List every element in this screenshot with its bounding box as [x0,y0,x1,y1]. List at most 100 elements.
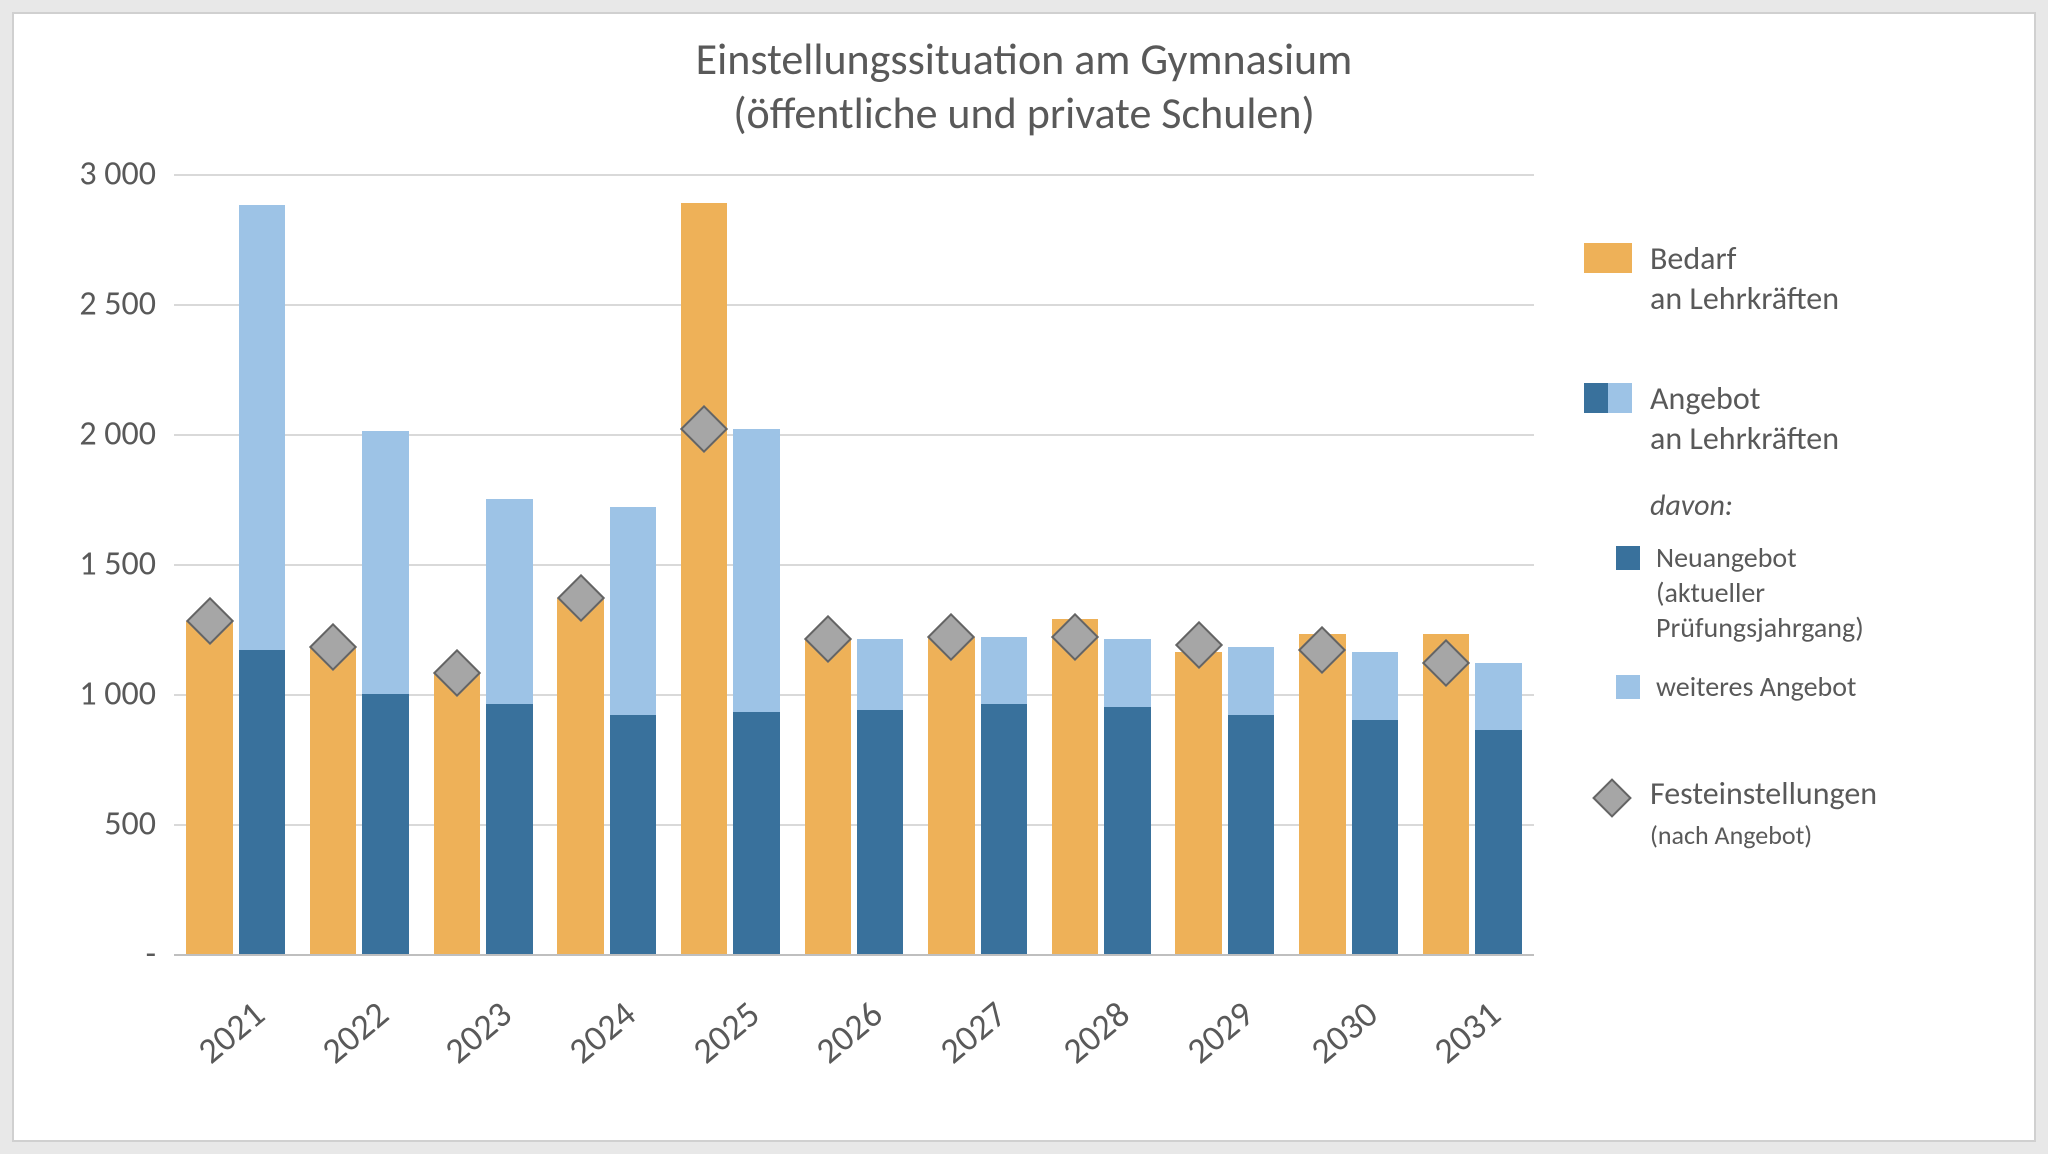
legend-label-angebot-l1: Angebot [1650,379,1760,418]
bar-weiteres-angebot [1475,663,1521,731]
page-frame: Einstellungssituation am Gymnasium (öffe… [0,0,2048,1154]
legend-label-angebot-l2: an Lehrkräften [1650,419,1839,458]
y-axis-tick-label: 1 000 [46,674,164,715]
legend-label-bedarf: Bedarf an Lehrkräften [1650,239,2024,319]
bar-weiteres-angebot [1352,652,1398,720]
legend-swatch-weiteres [1616,675,1640,699]
legend-item-neuangebot: Neuangebot (aktueller Prüfungsjahrgang) [1616,540,2024,645]
x-axis-tick-label: 2022 [313,992,397,1073]
bar-weiteres-angebot [1228,647,1274,715]
bar-bedarf [434,673,480,954]
x-axis-tick-label: 2023 [436,992,520,1073]
legend-marker-fest [1584,782,1632,812]
x-axis-tick-label: 2030 [1302,992,1386,1073]
bars-layer [174,174,1534,954]
bar-weiteres-angebot [733,429,779,712]
bar-bedarf [557,598,603,954]
bar-group [298,174,422,954]
bar-weiteres-angebot [1104,639,1150,707]
legend-swatch-angebot [1584,383,1632,413]
bar-group [1287,174,1411,954]
gridline [174,954,1534,956]
bar-neuangebot [857,710,903,954]
y-axis-tick-label: 2 000 [46,414,164,455]
bar-neuangebot [610,715,656,954]
bar-neuangebot [981,704,1027,954]
x-axis-tick-label: 2029 [1178,992,1262,1073]
bar-weiteres-angebot [610,507,656,715]
bar-neuangebot [1352,720,1398,954]
bar-group [1410,174,1534,954]
y-axis-tick-label: 500 [46,804,164,845]
y-axis-tick-label: - [46,934,164,975]
bar-group [1163,174,1287,954]
bar-weiteres-angebot [239,205,285,650]
chart-area: -5001 0001 5002 0002 5003 000 2021202220… [54,174,1534,954]
legend-item-angebot: Angebot an Lehrkräften [1584,379,2024,459]
x-axis-tick-label: 2028 [1055,992,1139,1073]
bar-bedarf [186,621,232,954]
bar-group [421,174,545,954]
x-axis-tick-label: 2024 [560,992,644,1073]
diamond-icon [1592,778,1632,818]
x-axis-tick-label: 2031 [1425,992,1509,1073]
bar-neuangebot [1104,707,1150,954]
chart-title: Einstellungssituation am Gymnasium (öffe… [14,32,2034,140]
bar-group [1039,174,1163,954]
y-axis-labels: -5001 0001 5002 0002 5003 000 [54,174,164,954]
bar-bedarf [1299,634,1345,954]
legend-swatch-neuangebot [1616,546,1640,570]
legend-item-fest: Festeinstellungen (nach Angebot) [1584,774,2024,854]
legend-label-neu-l2: (aktueller [1656,575,1765,610]
bar-neuangebot [1228,715,1274,954]
bar-neuangebot [362,694,408,954]
legend-label-fest: Festeinstellungen (nach Angebot) [1650,774,2024,854]
legend-label-neu-l1: Neuangebot [1656,540,1797,575]
bar-bedarf [310,647,356,954]
x-axis-tick-label: 2027 [931,992,1015,1073]
bar-group [669,174,793,954]
legend-label-fest-l2: (nach Angebot) [1650,819,1812,851]
legend-swatch-angebot-light [1608,383,1632,413]
bar-bedarf [681,203,727,954]
bar-bedarf [928,637,974,954]
legend-label-weiteres: weiteres Angebot [1656,669,2024,704]
chart-title-line2: (öffentliche und private Schulen) [14,86,2034,140]
chart-title-line1: Einstellungssituation am Gymnasium [14,32,2034,86]
bar-neuangebot [1475,730,1521,954]
bar-group [174,174,298,954]
plot-area [174,174,1534,954]
bar-bedarf [1052,619,1098,954]
x-axis-tick-label: 2021 [189,992,273,1073]
y-axis-tick-label: 2 500 [46,284,164,325]
y-axis-tick-label: 3 000 [46,154,164,195]
bar-bedarf [1175,652,1221,954]
legend-swatch-angebot-dark [1584,383,1608,413]
bar-weiteres-angebot [857,639,903,709]
legend-label-bedarf-l1: Bedarf [1650,239,1736,278]
legend-davon: davon: [1650,487,2024,524]
bar-bedarf [805,639,851,954]
x-axis-tick-label: 2025 [684,992,768,1073]
bar-weiteres-angebot [486,499,532,704]
legend-label-neu-l3: Prüfungsjahrgang) [1656,610,1864,645]
bar-weiteres-angebot [362,431,408,694]
bar-group [792,174,916,954]
bar-neuangebot [239,650,285,954]
x-axis-tick-label: 2026 [807,992,891,1073]
legend-label-angebot: Angebot an Lehrkräften [1650,379,2024,459]
x-axis-labels: 2021 2022 2023 2024 2025 2026 2027 2028 2029 2030… [174,974,1534,1094]
legend-item-weiteres: weiteres Angebot [1616,669,2024,704]
legend-swatch-bedarf [1584,243,1632,273]
chart-card: Einstellungssituation am Gymnasium (öffe… [12,12,2036,1142]
bar-weiteres-angebot [981,637,1027,705]
bar-group [545,174,669,954]
legend-label-bedarf-l2: an Lehrkräften [1650,279,1839,318]
legend: Bedarf an Lehrkräften Angebot an Lehrkrä… [1584,239,2024,914]
y-axis-tick-label: 1 500 [46,544,164,585]
legend-item-bedarf: Bedarf an Lehrkräften [1584,239,2024,319]
legend-label-neuangebot: Neuangebot (aktueller Prüfungsjahrgang) [1656,540,2024,645]
legend-label-fest-l1: Festeinstellungen [1650,774,1877,813]
bar-neuangebot [486,704,532,954]
bar-neuangebot [733,712,779,954]
